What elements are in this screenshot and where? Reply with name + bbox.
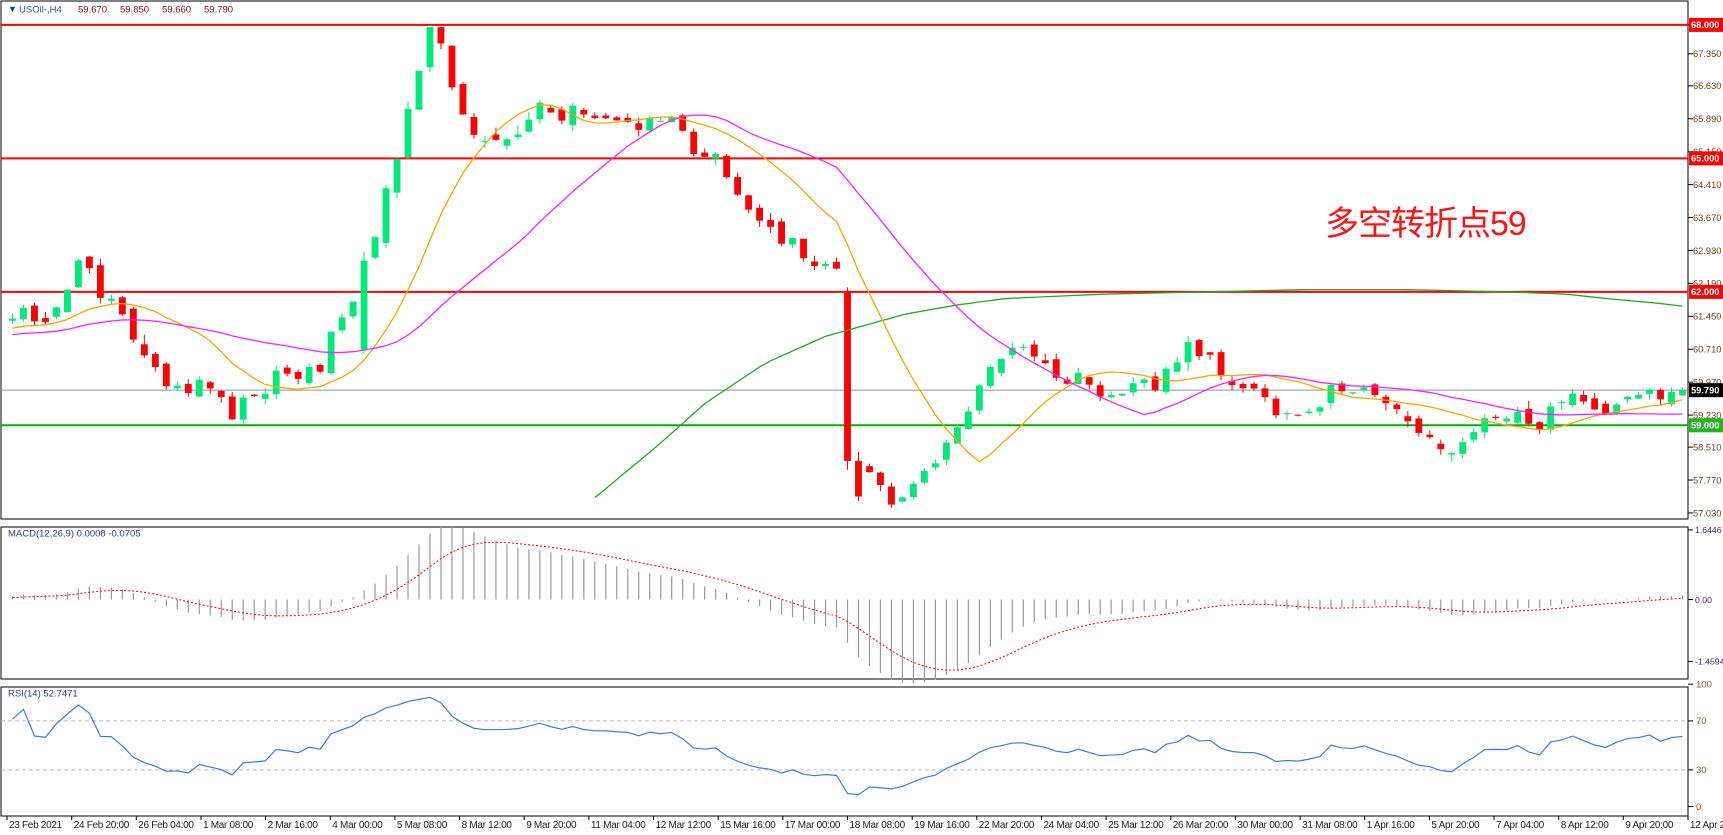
svg-text:多空转折点59: 多空转折点59	[1325, 205, 1526, 243]
svg-text:59.000: 59.000	[1691, 421, 1719, 431]
svg-text:12 Apr 22:00: 12 Apr 22:00	[1690, 820, 1723, 831]
svg-text:59.670: 59.670	[78, 5, 107, 16]
svg-text:62.000: 62.000	[1691, 287, 1719, 297]
svg-text:2 Mar 16:00: 2 Mar 16:00	[268, 820, 319, 831]
svg-text:11 Mar 04:00: 11 Mar 04:00	[591, 820, 646, 831]
svg-text:70: 70	[1696, 716, 1707, 727]
svg-text:1.6446: 1.6446	[1695, 525, 1722, 535]
svg-text:MACD(12,26,9) 0.0008 -0.0705: MACD(12,26,9) 0.0008 -0.0705	[8, 529, 141, 540]
svg-text:65.890: 65.890	[1693, 114, 1721, 124]
svg-text:9 Apr 20:00: 9 Apr 20:00	[1625, 820, 1674, 831]
svg-text:100: 100	[1696, 679, 1712, 690]
svg-text:▼: ▼	[8, 4, 17, 14]
svg-text:31 Mar 08:00: 31 Mar 08:00	[1302, 820, 1358, 831]
svg-text:58.510: 58.510	[1693, 442, 1721, 452]
svg-text:59.790: 59.790	[204, 5, 233, 16]
svg-text:64.410: 64.410	[1693, 180, 1721, 190]
svg-text:USOil-,H4: USOil-,H4	[19, 5, 62, 16]
svg-text:23 Feb 2021: 23 Feb 2021	[9, 820, 63, 831]
svg-text:67.350: 67.350	[1693, 49, 1721, 59]
svg-text:4 Mar 00:00: 4 Mar 00:00	[332, 820, 383, 831]
svg-text:15 Mar 16:00: 15 Mar 16:00	[720, 820, 776, 831]
svg-text:59.660: 59.660	[162, 5, 191, 16]
svg-text:61.450: 61.450	[1693, 312, 1721, 322]
svg-text:8 Apr 12:00: 8 Apr 12:00	[1561, 820, 1610, 831]
svg-text:26 Feb 04:00: 26 Feb 04:00	[138, 820, 194, 831]
svg-text:22 Mar 20:00: 22 Mar 20:00	[979, 820, 1035, 831]
svg-text:59.850: 59.850	[120, 5, 149, 16]
svg-text:26 Mar 20:00: 26 Mar 20:00	[1173, 820, 1229, 831]
svg-text:8 Mar 12:00: 8 Mar 12:00	[462, 820, 513, 831]
svg-text:17 Mar 00:00: 17 Mar 00:00	[785, 820, 841, 831]
svg-text:57.030: 57.030	[1693, 508, 1721, 518]
svg-text:30 Mar 00:00: 30 Mar 00:00	[1237, 820, 1293, 831]
svg-text:60.710: 60.710	[1693, 345, 1721, 355]
svg-text:68.000: 68.000	[1691, 20, 1719, 30]
svg-text:57.770: 57.770	[1693, 475, 1721, 485]
svg-text:0: 0	[1696, 802, 1701, 813]
svg-text:5 Apr 20:00: 5 Apr 20:00	[1431, 820, 1480, 831]
svg-text:9 Mar 20:00: 9 Mar 20:00	[526, 820, 577, 831]
svg-text:12 Mar 12:00: 12 Mar 12:00	[656, 820, 712, 831]
svg-text:30: 30	[1696, 765, 1707, 776]
svg-text:0.00: 0.00	[1695, 595, 1712, 605]
svg-text:-1.4594: -1.4594	[1695, 657, 1723, 667]
svg-text:65.000: 65.000	[1691, 154, 1719, 164]
svg-text:1 Mar 08:00: 1 Mar 08:00	[203, 820, 254, 831]
svg-text:7 Apr 04:00: 7 Apr 04:00	[1496, 820, 1545, 831]
svg-text:19 Mar 16:00: 19 Mar 16:00	[914, 820, 970, 831]
svg-text:24 Feb 20:00: 24 Feb 20:00	[74, 820, 130, 831]
svg-text:RSI(14) 52.7471: RSI(14) 52.7471	[8, 689, 78, 700]
svg-text:25 Mar 12:00: 25 Mar 12:00	[1108, 820, 1164, 831]
svg-text:63.670: 63.670	[1693, 213, 1721, 223]
svg-text:5 Mar 08:00: 5 Mar 08:00	[397, 820, 448, 831]
svg-text:66.630: 66.630	[1693, 81, 1721, 91]
svg-text:62.930: 62.930	[1693, 246, 1721, 256]
svg-text:1 Apr 16:00: 1 Apr 16:00	[1367, 820, 1416, 831]
svg-text:24 Mar 04:00: 24 Mar 04:00	[1044, 820, 1100, 831]
svg-text:18 Mar 08:00: 18 Mar 08:00	[850, 820, 906, 831]
svg-text:59.790: 59.790	[1691, 385, 1719, 395]
